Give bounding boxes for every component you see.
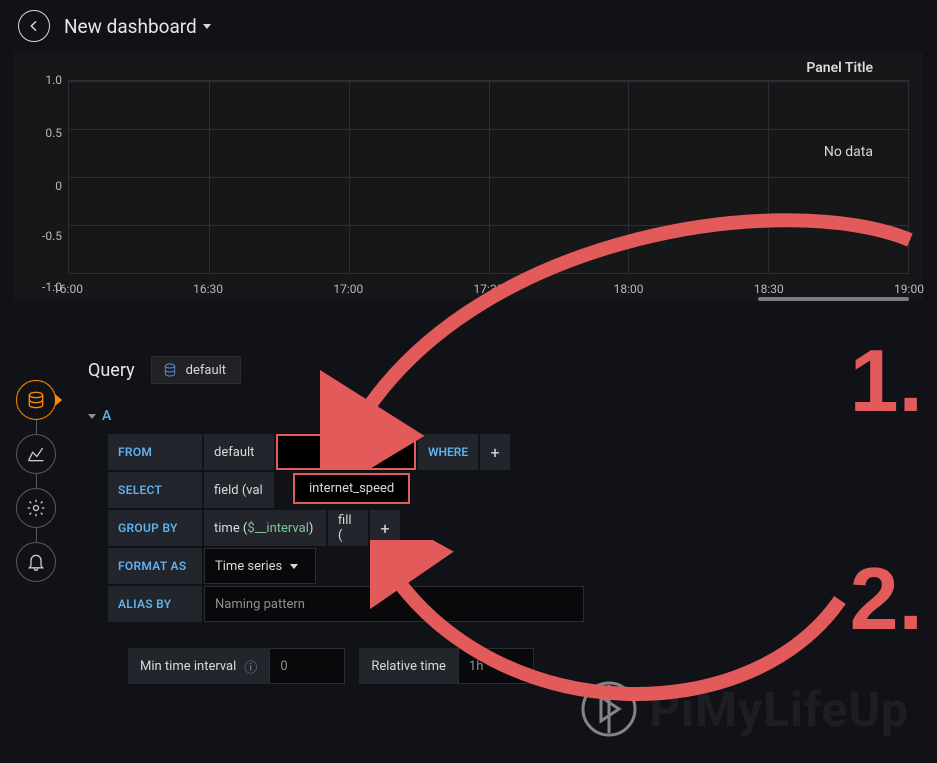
relative-time-label: Relative time — [359, 648, 458, 684]
query-section-label: Query — [88, 360, 135, 381]
back-button[interactable] — [18, 10, 50, 42]
x-tick: 18:30 — [754, 282, 784, 296]
select-label: SELECT — [108, 472, 202, 508]
no-data-label: No data — [824, 144, 873, 160]
from-measurement-input[interactable] — [276, 434, 416, 470]
tab-general[interactable] — [16, 488, 56, 528]
query-letter: A — [102, 408, 111, 424]
x-tick: 17:00 — [333, 282, 363, 296]
alias-input[interactable]: Naming pattern — [204, 586, 584, 622]
chevron-down-icon — [88, 414, 96, 419]
select-field[interactable]: field (val — [204, 472, 274, 508]
min-interval-label: Min time interval ⓘ — [128, 648, 269, 684]
datasource-picker[interactable]: default — [151, 356, 241, 384]
x-tick: 16:30 — [193, 282, 223, 296]
scrollbar-thumb[interactable] — [758, 297, 909, 301]
chevron-down-icon — [290, 564, 298, 569]
format-select[interactable]: Time series — [204, 548, 316, 584]
chevron-down-icon — [203, 24, 211, 29]
groupby-label: GROUP BY — [108, 510, 202, 546]
chart-panel: Panel Title 1.0 0.5 0 -0.5 -1.0 16:00 16… — [14, 52, 923, 300]
chart-area: 1.0 0.5 0 -0.5 -1.0 16:00 16:30 17:00 17… — [14, 80, 923, 300]
x-tick: 16:00 — [53, 282, 83, 296]
where-label: WHERE — [418, 434, 478, 470]
annotation-2: 2. — [850, 548, 923, 650]
datasource-name: default — [186, 363, 226, 378]
y-tick: 0 — [14, 179, 62, 193]
x-tick: 18:00 — [614, 282, 644, 296]
info-icon: ⓘ — [244, 657, 257, 676]
y-tick: -0.5 — [14, 229, 62, 243]
measurement-suggestion[interactable]: internet_speed — [293, 473, 410, 504]
aliasby-label: ALIAS BY — [108, 586, 202, 622]
query-row-toggle[interactable]: A — [88, 404, 937, 434]
panel-title: Panel Title — [14, 52, 923, 80]
from-label: FROM — [108, 434, 202, 470]
tab-queries[interactable] — [16, 380, 56, 420]
dashboard-title-dropdown[interactable]: New dashboard — [64, 15, 211, 38]
groupby-fill[interactable]: fill ( — [328, 510, 368, 546]
relative-time-input[interactable]: 1h — [458, 648, 534, 684]
where-add-button[interactable]: + — [480, 434, 510, 470]
formatas-label: FORMAT AS — [108, 548, 202, 584]
tab-visualization[interactable] — [16, 434, 56, 474]
x-tick: 17:30 — [474, 282, 504, 296]
groupby-add-button[interactable]: + — [370, 510, 400, 546]
y-tick: 1.0 — [14, 73, 62, 87]
from-policy[interactable]: default — [204, 434, 274, 470]
annotation-1: 1. — [850, 330, 923, 432]
min-interval-input[interactable]: 0 — [269, 648, 345, 684]
x-tick: 19:00 — [894, 282, 924, 296]
dashboard-title: New dashboard — [64, 15, 197, 38]
groupby-time[interactable]: time ($__interval) — [204, 510, 326, 546]
y-tick: 0.5 — [14, 126, 62, 140]
tab-alert[interactable] — [16, 542, 56, 582]
